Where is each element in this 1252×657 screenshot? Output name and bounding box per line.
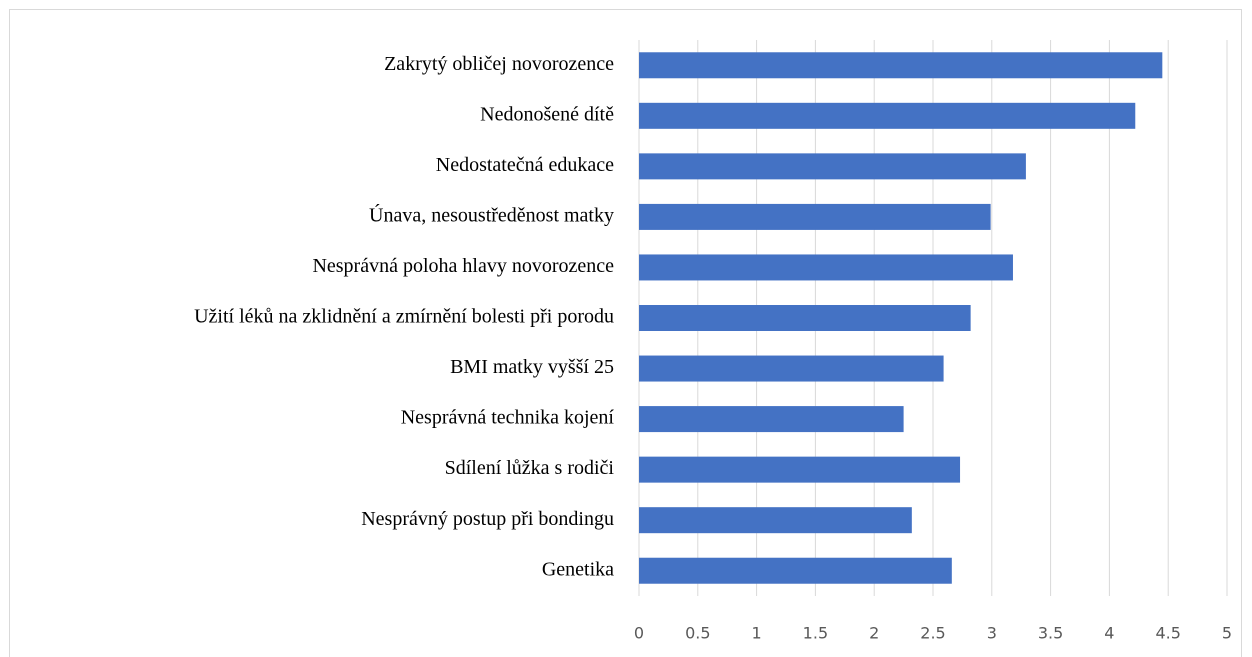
y-tick-label: Únava, nesoustředěnost matky: [369, 203, 614, 227]
x-tick-label: 1.5: [803, 624, 828, 643]
x-tick-label: 4.5: [1155, 624, 1180, 643]
x-tick-label: 0: [634, 624, 644, 643]
bar: [639, 507, 912, 534]
y-tick-label: Sdílení lůžka s rodiči: [445, 457, 615, 479]
y-tick-label: Nesprávná technika kojení: [401, 407, 615, 429]
bar: [639, 203, 991, 230]
x-tick-label: 3.5: [1038, 624, 1063, 643]
bar: [639, 305, 971, 331]
x-tick-label: 0.5: [685, 624, 710, 643]
bar: [639, 52, 1163, 79]
y-tick-label: Nesprávná poloha hlavy novorozence: [312, 255, 614, 277]
y-tick-label: Zakrytý obličej novorozence: [384, 53, 614, 75]
bar: [639, 406, 904, 433]
y-tick-label: Genetika: [542, 558, 614, 580]
bar: [639, 254, 1013, 281]
bar: [639, 355, 944, 382]
x-tick-label: 3: [987, 624, 997, 643]
bar: [639, 557, 952, 584]
bar: [639, 153, 1026, 180]
y-tick-label: Nesprávný postup při bondingu: [361, 508, 614, 530]
y-tick-label: Nedostatečná edukace: [436, 154, 614, 176]
bar: [639, 456, 961, 483]
x-tick-label: 1: [752, 624, 762, 643]
y-tick-label: BMI matky vyšší 25: [450, 356, 614, 378]
x-tick-label: 5: [1222, 624, 1232, 643]
bar: [639, 102, 1136, 129]
x-tick-label: 4: [1104, 624, 1114, 643]
y-tick-label: Užití léků na zklidnění a zmírnění boles…: [194, 306, 614, 328]
chart-border: [9, 9, 1242, 657]
y-tick-label: Nedonošené dítě: [480, 103, 614, 125]
x-tick-label: 2.5: [920, 624, 945, 643]
x-tick-label: 2: [869, 624, 879, 643]
